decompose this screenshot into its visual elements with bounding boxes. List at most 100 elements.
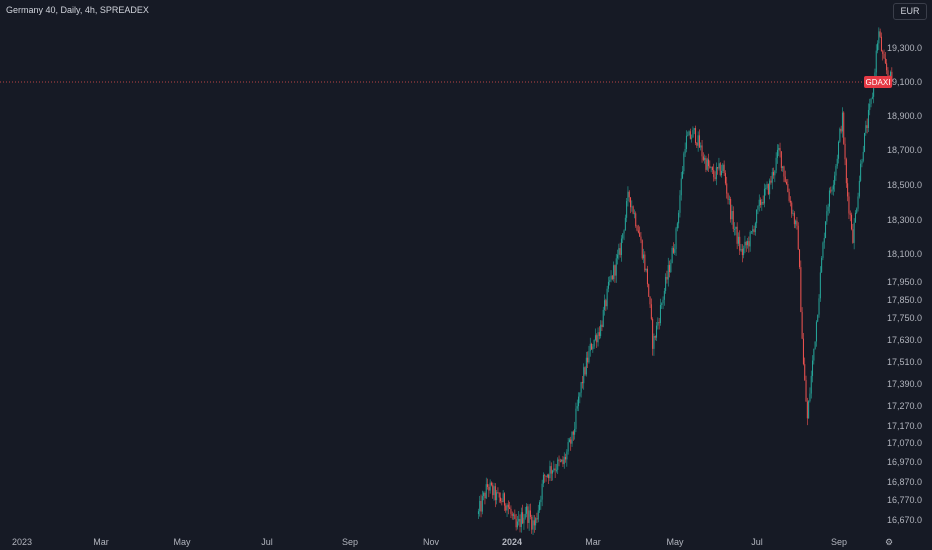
candle-body: [856, 208, 858, 213]
candle-body: [849, 213, 851, 215]
candle-body: [762, 201, 764, 204]
candle-body: [546, 474, 548, 477]
candle-body: [645, 268, 647, 271]
candle-body: [828, 190, 830, 207]
candle-body: [588, 351, 590, 363]
x-tick-label: Mar: [585, 537, 601, 547]
candle-body: [480, 500, 482, 512]
candle-body: [779, 147, 781, 152]
candle-body: [592, 346, 594, 350]
candle-body: [878, 31, 880, 44]
candle-body: [753, 229, 755, 233]
candle-body: [481, 496, 483, 512]
candle-body: [704, 157, 706, 160]
candle-body: [721, 171, 723, 176]
candle-body: [659, 305, 661, 324]
candle-body: [852, 229, 854, 243]
y-tick-label: 17,170.0: [887, 421, 922, 431]
candle-body: [840, 128, 842, 132]
candle-body: [537, 510, 539, 520]
y-tick-label: 17,850.0: [887, 295, 922, 305]
y-tick-label: 17,390.0: [887, 379, 922, 389]
y-tick-label: 17,070.0: [887, 438, 922, 448]
candle-body: [792, 213, 794, 214]
candle-body: [838, 141, 840, 159]
x-axis[interactable]: 2023 Mar May Jul Sep Nov 2024 Mar May Jul Sep ⚙: [12, 537, 893, 547]
candle-body: [630, 197, 632, 208]
y-tick-label: 17,630.0: [887, 335, 922, 345]
y-tick-label: 16,670.0: [887, 515, 922, 525]
candle-body: [787, 183, 789, 193]
candle-body: [627, 191, 629, 202]
candle-body: [727, 193, 729, 200]
candle-body: [717, 167, 719, 169]
candle-body: [580, 382, 582, 393]
candle-body: [870, 98, 872, 104]
currency-button[interactable]: EUR: [893, 3, 927, 20]
candle-body: [554, 468, 556, 471]
candle-body: [623, 230, 625, 234]
candle-body: [706, 159, 708, 170]
candle-body: [696, 142, 698, 146]
candle-body: [867, 109, 869, 129]
candle-body: [739, 236, 741, 251]
candle-body: [531, 516, 533, 530]
candle-body: [617, 254, 619, 259]
candle-body: [548, 474, 550, 479]
candle-body: [749, 232, 751, 247]
candle-body: [667, 265, 669, 280]
candle-body: [814, 341, 816, 349]
candle-body: [605, 300, 607, 307]
candle-body: [511, 513, 513, 516]
candle-body: [853, 222, 855, 243]
candle-body: [500, 497, 502, 502]
candle-body: [527, 506, 529, 523]
candle-body: [520, 512, 522, 528]
x-tick-label: Nov: [423, 537, 440, 547]
candle-body: [858, 180, 860, 197]
candle-body: [804, 364, 806, 381]
candle-body: [875, 50, 877, 73]
candle-body: [797, 225, 799, 250]
candle-body: [643, 254, 645, 259]
candle-body: [695, 128, 697, 143]
candle-body: [615, 258, 617, 276]
candle-body: [767, 184, 769, 195]
candle-body: [493, 486, 495, 496]
y-tick-label: 16,870.0: [887, 477, 922, 487]
y-tick-label: 18,100.0: [887, 249, 922, 259]
candle-body: [773, 172, 775, 176]
candle-body: [795, 220, 797, 225]
candle-body: [513, 514, 515, 516]
candles-layer: [477, 27, 893, 536]
y-axis[interactable]: 19,300.0 19,100.0 18,900.0 18,700.0 18,500.0…: [887, 43, 922, 525]
candle-body: [579, 392, 581, 397]
candle-body: [518, 518, 520, 522]
price-badge-layer: GDAXI: [864, 76, 892, 88]
candle-body: [524, 513, 526, 518]
x-tick-label: Jul: [261, 537, 273, 547]
candle-body: [522, 512, 524, 524]
candle-body: [563, 457, 565, 465]
candle-body: [596, 335, 598, 343]
candle-body: [708, 159, 710, 167]
candle-body: [620, 238, 622, 256]
candle-body: [587, 357, 589, 363]
candle-body: [711, 167, 713, 170]
candle-body: [879, 31, 881, 37]
candle-body: [756, 209, 758, 224]
candle-body: [769, 180, 771, 195]
candle-body: [826, 211, 828, 222]
candle-body: [815, 321, 817, 342]
candle-body: [632, 206, 634, 214]
candle-body: [666, 276, 668, 280]
x-axis-settings-icon[interactable]: ⚙: [885, 537, 893, 547]
candle-body: [600, 324, 602, 336]
candle-body: [526, 506, 528, 514]
candle-body: [793, 213, 795, 225]
candle-body: [604, 300, 606, 310]
candle-body: [639, 232, 641, 237]
candle-body: [806, 401, 808, 419]
